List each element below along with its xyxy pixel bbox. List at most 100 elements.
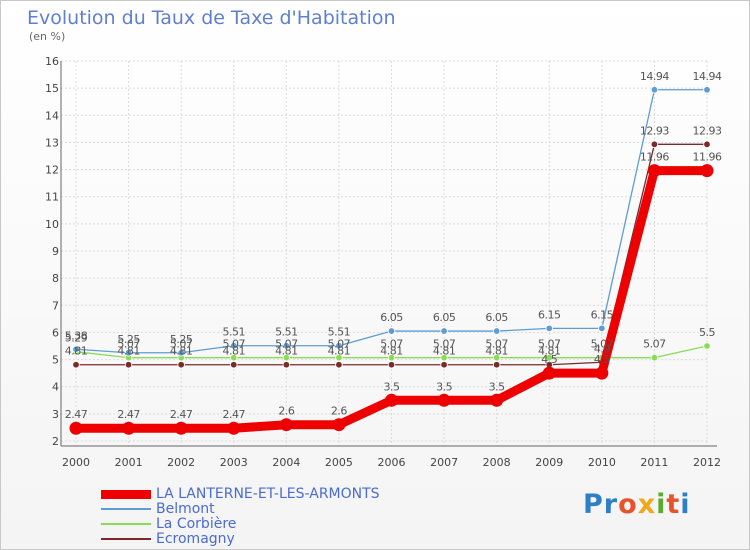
- data-label: 5.25: [170, 333, 193, 346]
- y-tick-label: 16: [45, 55, 59, 68]
- x-tick-label: 2012: [693, 456, 721, 469]
- data-label: 5.51: [275, 326, 298, 339]
- data-point: [335, 353, 343, 362]
- x-tick-label: 2003: [220, 456, 248, 469]
- data-label: 3.5: [436, 380, 452, 393]
- data-point: [124, 361, 133, 369]
- data-label: 14.94: [693, 70, 722, 83]
- data-label: 4.81: [380, 345, 403, 358]
- x-tick-label: 2009: [535, 456, 563, 469]
- data-label: 5.51: [223, 326, 246, 339]
- data-point: [647, 164, 661, 178]
- data-point: [700, 164, 714, 178]
- data-point: [227, 421, 241, 435]
- legend-label: LA LANTERNE-ET-LES-ARMONTS: [156, 486, 380, 502]
- data-label: 5.07: [485, 338, 508, 351]
- data-label: 4.81: [433, 345, 456, 358]
- data-point: [490, 393, 504, 407]
- data-point: [703, 86, 711, 94]
- unit-label: (en %): [29, 30, 66, 43]
- data-label: 5.07: [275, 338, 298, 351]
- data-label: 4.81: [275, 345, 298, 358]
- y-tick-label: 7: [52, 299, 59, 312]
- data-point: [332, 418, 346, 432]
- logo-letter: r: [603, 489, 619, 520]
- data-label: 6.05: [433, 311, 456, 324]
- data-point: [650, 140, 659, 149]
- data-label: 5.07: [117, 338, 140, 351]
- data-label: 6.05: [485, 311, 508, 324]
- data-point: [492, 353, 501, 362]
- data-point: [230, 361, 238, 369]
- y-tick-label: 6: [52, 326, 59, 339]
- logo-letter: i: [656, 489, 667, 520]
- data-label: 5.07: [328, 338, 351, 351]
- data-label: 3.5: [489, 380, 505, 393]
- data-point: [440, 361, 448, 369]
- data-label: 6.15: [591, 308, 614, 321]
- data-point: [72, 361, 80, 369]
- data-point: [387, 327, 396, 335]
- data-label: 11.96: [693, 151, 722, 164]
- data-point: [545, 353, 553, 362]
- y-tick-label: 4: [52, 381, 59, 394]
- data-point: [440, 353, 448, 362]
- proxiti-logo: Proxiti: [583, 489, 691, 520]
- data-label: 4.5: [541, 353, 557, 366]
- data-label: 4.5: [594, 353, 610, 366]
- data-point: [703, 342, 711, 350]
- data-point: [650, 86, 659, 94]
- data-point: [387, 361, 396, 369]
- data-label: 2.47: [65, 408, 88, 421]
- data-label: 2.47: [170, 408, 193, 421]
- data-label: 4.81: [223, 345, 246, 358]
- y-tick-label: 8: [52, 272, 59, 285]
- x-tick-label: 2002: [167, 456, 195, 469]
- legend-swatch: [101, 508, 151, 510]
- data-point: [703, 140, 711, 149]
- data-label: 4.81: [328, 345, 351, 358]
- x-tick-label: 2006: [378, 456, 406, 469]
- data-label: 12.93: [693, 124, 722, 137]
- data-point: [72, 345, 80, 353]
- data-label: 6.05: [380, 311, 403, 324]
- data-label: 5.07: [433, 338, 456, 351]
- legend-swatch: [101, 489, 151, 499]
- data-label: 4.81: [170, 345, 193, 358]
- x-tick-label: 2001: [115, 456, 143, 469]
- data-label: 12.93: [640, 124, 669, 137]
- data-label: 2.6: [331, 405, 347, 418]
- data-point: [598, 324, 606, 333]
- logo-letter: t: [666, 489, 681, 520]
- data-label: 2.6: [278, 405, 294, 418]
- legend-label: Ecromagny: [156, 531, 235, 547]
- data-label: 5.25: [117, 333, 140, 346]
- data-label: 4.9: [594, 342, 610, 355]
- legend-label: Belmont: [156, 501, 215, 517]
- legend-swatch: [101, 523, 151, 525]
- y-tick-label: 13: [45, 136, 59, 149]
- data-point: [122, 421, 136, 435]
- y-tick-label: 15: [45, 82, 59, 95]
- logo-letter: o: [618, 489, 638, 520]
- data-point: [174, 421, 188, 435]
- chart-title: Evolution du Taux de Taxe d'Habitation: [27, 7, 396, 29]
- data-label: 5.07: [538, 338, 561, 351]
- y-tick-label: 10: [45, 218, 59, 231]
- x-tick-label: 2005: [325, 456, 353, 469]
- x-tick-label: 2008: [483, 456, 511, 469]
- data-point: [542, 366, 556, 380]
- data-point: [177, 349, 185, 357]
- y-tick-label: 5: [52, 354, 59, 367]
- data-point: [385, 393, 398, 407]
- data-point: [492, 361, 501, 369]
- data-label: 5.07: [223, 338, 246, 351]
- data-label: 11.96: [640, 151, 669, 164]
- data-point: [282, 342, 291, 350]
- y-tick-label: 14: [45, 109, 59, 122]
- y-tick-label: 2: [52, 435, 59, 448]
- data-label: 4.81: [485, 345, 508, 358]
- y-tick-label: 12: [45, 164, 59, 177]
